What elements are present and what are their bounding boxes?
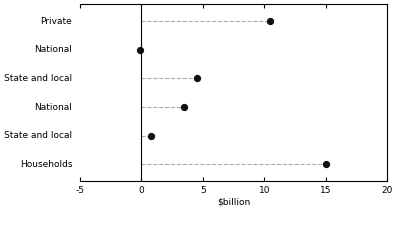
Point <box>193 77 200 80</box>
Point <box>322 162 329 166</box>
Point <box>267 20 274 23</box>
Point <box>137 48 143 52</box>
X-axis label: $billion: $billion <box>217 198 250 207</box>
Point <box>148 134 154 137</box>
Point <box>181 105 187 109</box>
